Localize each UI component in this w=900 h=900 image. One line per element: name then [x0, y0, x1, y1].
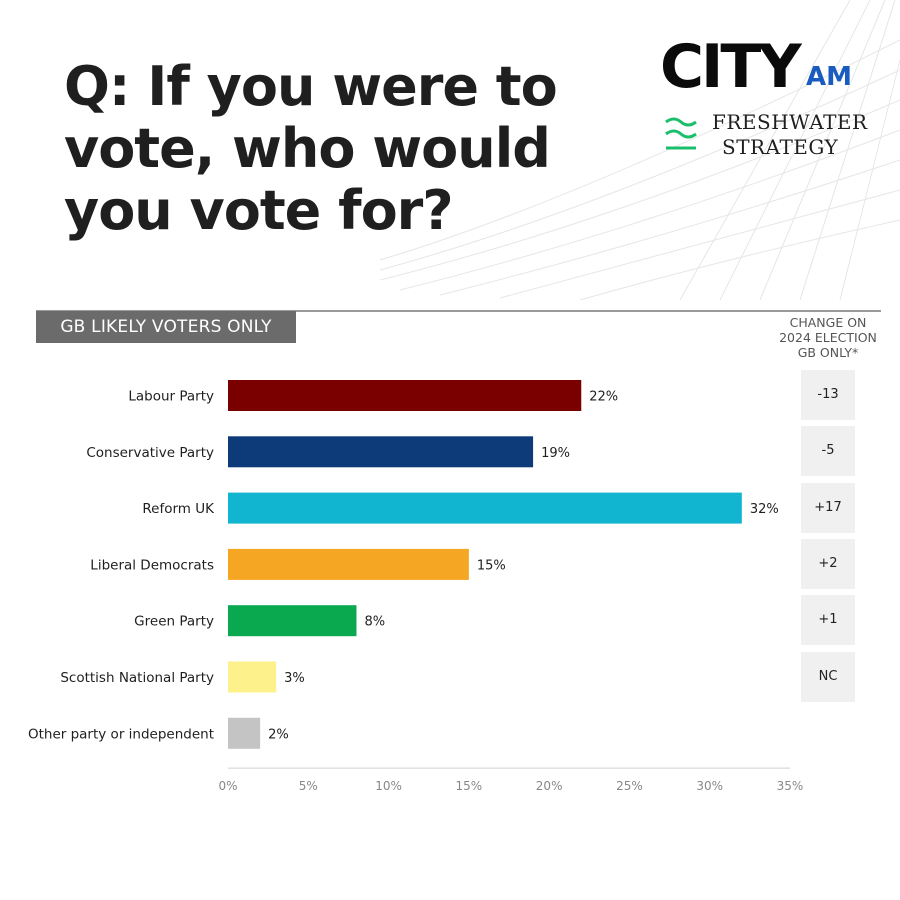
- category-label: Conservative Party: [86, 445, 214, 461]
- bar: [228, 436, 534, 468]
- data-label: 15%: [477, 558, 506, 573]
- wave-icon: [665, 117, 697, 150]
- question-title: Q: If you were to vote, who would you vo…: [64, 56, 624, 242]
- change-header-line-3: GB ONLY*: [797, 345, 859, 360]
- voters-filter-tag: GB LIKELY VOTERS ONLY: [36, 311, 296, 343]
- category-label: Reform UK: [142, 501, 215, 517]
- category-label: Liberal Democrats: [90, 557, 214, 573]
- question-line-1: Q: If you were to: [64, 55, 558, 118]
- freshwater-strategy-logo: FRESHWATER STRATEGY: [664, 108, 867, 164]
- change-value: +1: [801, 595, 855, 646]
- data-label: 3%: [284, 671, 305, 686]
- am-logo-text: AM: [806, 62, 852, 92]
- data-label: 8%: [364, 615, 385, 630]
- x-tick-label: 10%: [375, 779, 402, 793]
- change-value: +17: [801, 482, 855, 533]
- bar: [228, 605, 357, 637]
- category-label: Labour Party: [128, 389, 214, 405]
- bar: [228, 661, 277, 693]
- category-label: Scottish National Party: [60, 670, 214, 686]
- change-value: -13: [801, 370, 855, 420]
- bar: [228, 492, 742, 524]
- change-value: NC: [801, 651, 855, 702]
- change-value: +2: [801, 538, 855, 589]
- x-tick-label: 15%: [456, 779, 483, 793]
- data-label: 22%: [589, 390, 618, 405]
- bar: [228, 548, 469, 580]
- change-header-line-1: CHANGE ON: [789, 315, 867, 330]
- data-label: 2%: [268, 727, 289, 742]
- x-tick-label: 20%: [536, 779, 563, 793]
- change-column-header: CHANGE ON 2024 ELECTION GB ONLY*: [772, 315, 884, 360]
- question-line-3: you vote for?: [64, 179, 454, 242]
- category-label: Green Party: [134, 614, 214, 630]
- x-tick-label: 5%: [299, 779, 318, 793]
- bar: [228, 717, 261, 749]
- question-line-2: vote, who would: [64, 117, 551, 180]
- x-tick-label: 30%: [696, 779, 723, 793]
- bar: [228, 380, 582, 411]
- city-logo-text: CITY: [660, 32, 802, 102]
- data-label: 19%: [541, 446, 570, 461]
- category-label: Other party or independent: [28, 726, 214, 742]
- vote-share-bar-chart: Labour Party 22% Conservative Party 19% Refo…: [28, 380, 804, 793]
- change-header-line-2: 2024 ELECTION: [779, 330, 877, 345]
- x-tick-label: 35%: [777, 779, 804, 793]
- header-divider: [36, 310, 881, 312]
- x-tick-label: 25%: [616, 779, 643, 793]
- x-tick-label: 0%: [218, 779, 237, 793]
- background-mesh: [380, 0, 900, 300]
- freshwater-text: FRESHWATER: [712, 110, 868, 134]
- strategy-text: STRATEGY: [722, 135, 839, 159]
- change-value: -5: [801, 426, 855, 477]
- city-am-logo: CITY AM: [660, 32, 860, 102]
- data-label: 32%: [750, 502, 779, 517]
